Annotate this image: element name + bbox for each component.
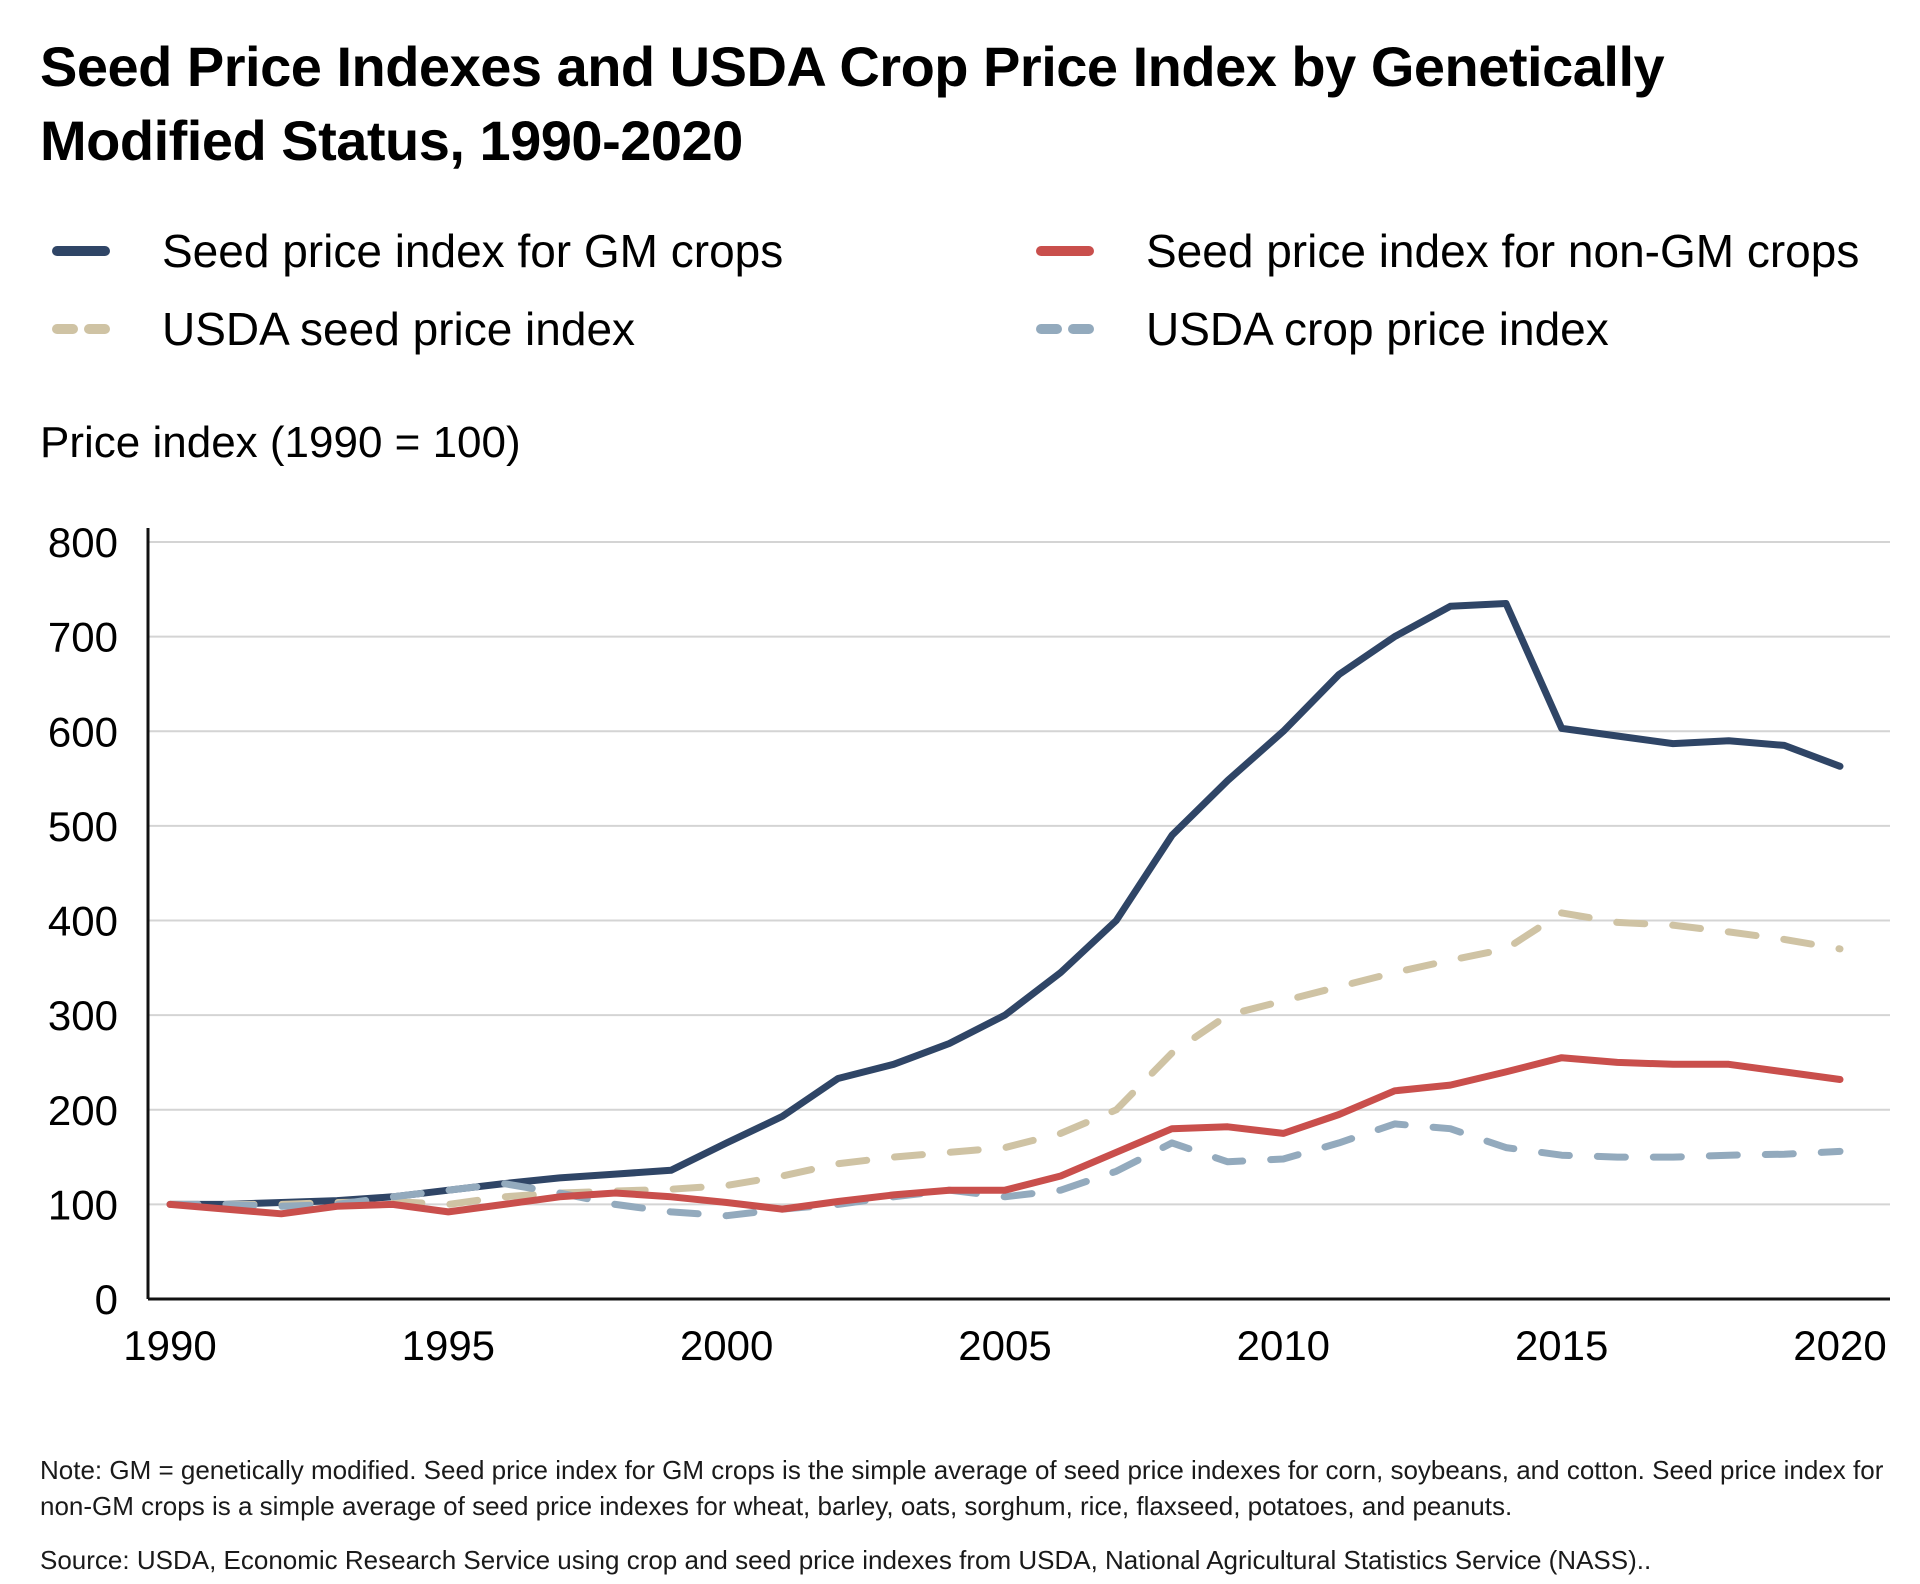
y-axis-label: Price index (1990 = 100) bbox=[40, 418, 521, 467]
y-tick-label: 300 bbox=[48, 992, 118, 1039]
legend-swatch-usda-crop-icon bbox=[1036, 324, 1094, 334]
x-tick-label: 1990 bbox=[123, 1322, 216, 1369]
legend-label-gm: Seed price index for GM crops bbox=[162, 225, 784, 277]
x-tick-label: 2005 bbox=[958, 1322, 1051, 1369]
y-tick-label: 400 bbox=[48, 898, 118, 945]
y-tick-label: 600 bbox=[48, 708, 118, 755]
series-lines bbox=[166, 600, 1844, 1220]
legend-item-gm: Seed price index for GM crops bbox=[52, 224, 783, 278]
y-tick-label: 200 bbox=[48, 1087, 118, 1134]
y-tick-labels: 0 100 200 300 400 500 600 700 800 bbox=[48, 519, 118, 1323]
legend-label-non-gm: Seed price index for non-GM crops bbox=[1146, 225, 1860, 277]
y-tick-label: 0 bbox=[95, 1276, 118, 1323]
chart-source: Source: USDA, Economic Research Service … bbox=[40, 1545, 1652, 1575]
legend-label-usda-seed: USDA seed price index bbox=[162, 303, 636, 355]
legend-swatch-usda-seed-icon bbox=[52, 324, 110, 334]
x-tick-label: 2010 bbox=[1237, 1322, 1330, 1369]
x-tick-labels: 1990 1995 2000 2005 2010 2015 2020 bbox=[123, 1322, 1886, 1369]
x-tick-label: 2000 bbox=[680, 1322, 773, 1369]
x-tick-label: 2020 bbox=[1793, 1322, 1886, 1369]
series-line-usda-crop-price-index bbox=[166, 1120, 1844, 1220]
y-tick-label: 500 bbox=[48, 803, 118, 850]
legend-item-usda-seed: USDA seed price index bbox=[52, 302, 635, 356]
legend-item-usda-crop: USDA crop price index bbox=[1036, 302, 1609, 356]
series-line-seed-price-index-for-gm-crops bbox=[166, 600, 1844, 1208]
y-tick-label: 100 bbox=[48, 1181, 118, 1228]
y-tick-label: 800 bbox=[48, 519, 118, 566]
series-line-usda-seed-price-index bbox=[166, 909, 1844, 1208]
x-tick-label: 1995 bbox=[402, 1322, 495, 1369]
legend-item-non-gm: Seed price index for non-GM crops bbox=[1036, 224, 1859, 278]
gridlines bbox=[148, 541, 1890, 1206]
x-tick-label: 2015 bbox=[1515, 1322, 1608, 1369]
legend-swatch-non-gm-icon bbox=[1036, 246, 1094, 256]
y-tick-label: 700 bbox=[48, 614, 118, 661]
series-line-seed-price-index-for-non-gm-crops bbox=[166, 1054, 1844, 1218]
legend-swatch-gm-icon bbox=[52, 246, 110, 256]
chart-note: Note: GM = genetically modified. Seed pr… bbox=[40, 1455, 1884, 1521]
legend-label-usda-crop: USDA crop price index bbox=[1146, 303, 1609, 355]
chart-title: Seed Price Indexes and USDA Crop Price I… bbox=[40, 35, 1665, 172]
